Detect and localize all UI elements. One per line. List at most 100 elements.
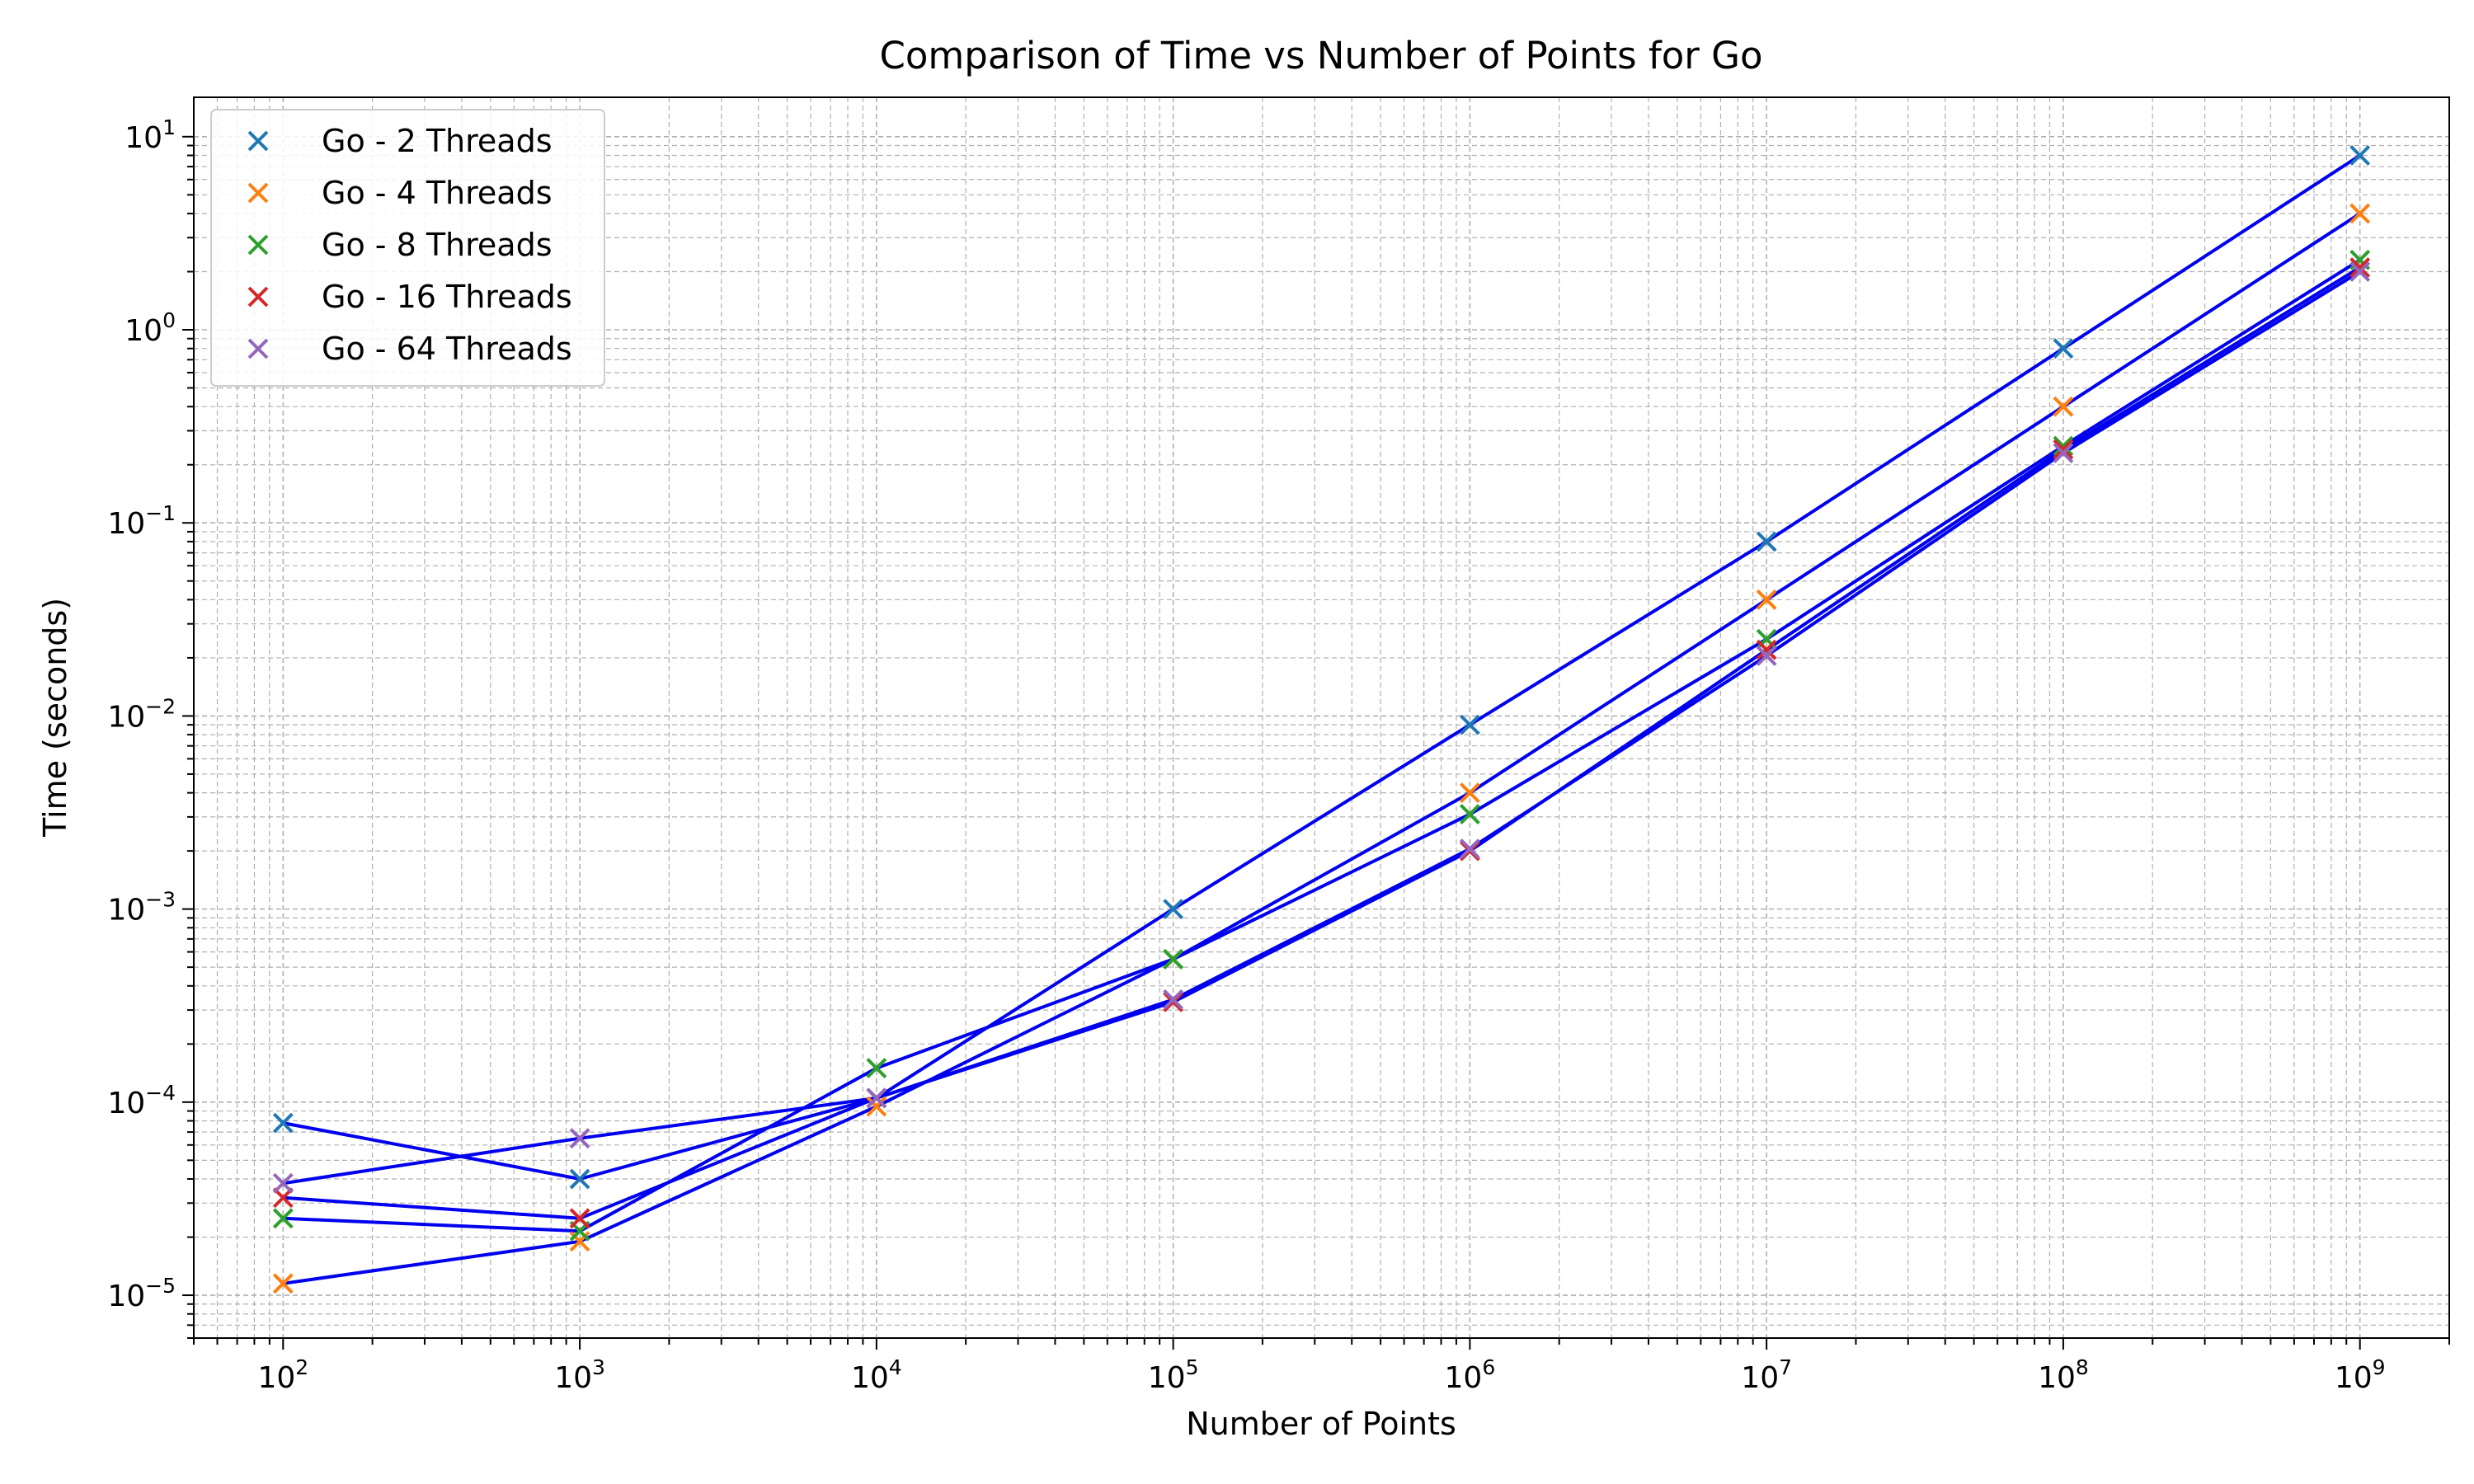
marker-stroke [569,1208,590,1229]
data-point [569,1208,590,1229]
data-point [1163,991,1184,1012]
data-point [1459,714,1480,735]
legend-marker [247,286,269,308]
y-tick-label: 100 [125,308,176,348]
y-tick-label: 10−1 [107,501,176,541]
y-axis-title: Time (seconds) [37,598,73,838]
data-point [272,1273,294,1294]
data-point [569,1168,590,1190]
data-point [866,1087,887,1109]
marker-stroke [247,286,269,308]
marker-stroke [1163,991,1184,1012]
chart-title: Comparison of Time vs Number of Points f… [879,34,1762,77]
marker-stroke [1163,989,1184,1010]
data-point [866,1058,887,1079]
marker-stroke [2053,443,2074,463]
series-markers [272,145,2371,1294]
marker-stroke [866,1058,887,1079]
y-tick-label: 10−3 [107,888,176,928]
data-point [2349,145,2371,166]
legend: Go - 2 Threads Go - 4 Threads Go - 8 Threa… [210,109,605,387]
data-point [2349,203,2371,224]
data-point [272,1112,294,1134]
marker-stroke [272,1208,294,1229]
x-tick-label: 108 [2038,1355,2089,1395]
marker-stroke [1756,589,1777,610]
x-tick-label: 109 [2335,1355,2386,1395]
marker-stroke [272,1172,294,1194]
data-point [1163,899,1184,920]
plot-frame [193,96,2450,1339]
data-point [1459,804,1480,824]
data-point [866,1096,887,1117]
x-tick-label: 107 [1741,1355,1792,1395]
series-line [283,212,2361,1285]
data-point [2053,439,2074,460]
marker-stroke [1163,949,1184,970]
data-point [1459,782,1480,804]
data-point [1163,949,1184,970]
legend-marker [247,182,269,204]
x-tick-label: 105 [1148,1355,1199,1395]
legend-label: Go - 64 Threads [322,331,572,367]
y-tick-label: 10−4 [107,1081,176,1120]
x-tick-label: 106 [1445,1355,1496,1395]
legend-label: Go - 8 Threads [322,227,553,263]
y-axis: 10−5 10−4 10−3 10−2 10−1 100 101 [107,115,194,1339]
y-tick-label: 101 [125,115,176,155]
series-lines [282,153,2361,1285]
data-point [2053,443,2074,463]
legend-marker [247,338,269,359]
y-tick-label: 10−2 [107,694,176,734]
marker-stroke [272,1112,294,1134]
marker-stroke [1756,531,1777,552]
marker-stroke [1459,804,1480,824]
x-tick-label: 103 [554,1355,605,1395]
marker-stroke [1459,714,1480,735]
marker-stroke [1756,639,1777,660]
marker-stroke [2053,439,2074,460]
data-point [1756,639,1777,660]
x-tick-label: 102 [257,1355,308,1395]
marker-stroke [1163,899,1184,920]
marker-stroke [866,1096,887,1117]
data-point [2053,435,2074,457]
data-point [1163,989,1184,1010]
marker-stroke [2349,203,2371,224]
marker-stroke [2349,257,2371,278]
marker-stroke [247,130,269,152]
marker-stroke [247,338,269,359]
data-point [1756,645,1777,666]
marker-stroke [2349,145,2371,166]
data-point [2349,261,2371,282]
marker-stroke [272,1273,294,1294]
legend-marker [247,130,269,152]
data-point [1459,838,1480,860]
legend-label: Go - 2 Threads [322,123,553,159]
series-line [283,258,2361,1233]
x-tick-label: 104 [851,1355,902,1395]
data-point [1756,531,1777,552]
marker-stroke [1459,782,1480,804]
series-line [282,270,2361,1186]
marker-stroke [247,234,269,256]
marker-stroke [2053,338,2074,359]
marker-stroke [2349,261,2371,282]
x-axis-title: Number of Points [1186,1406,1456,1442]
series-line [283,265,2361,1220]
marker-stroke [1756,645,1777,666]
y-tick-label: 10−5 [107,1274,176,1313]
marker-stroke [2053,396,2074,417]
marker-stroke [1459,838,1480,860]
data-point [2053,396,2074,417]
data-point [2349,257,2371,278]
marker-stroke [247,182,269,204]
marker-stroke [866,1087,887,1109]
marker-stroke [2053,435,2074,457]
data-point [272,1208,294,1229]
x-axis: 102 103 104 105 106 107 108 109 [193,1338,2450,1395]
legend-marker [247,234,269,256]
legend-label: Go - 4 Threads [322,175,553,211]
legend-label: Go - 16 Threads [322,279,572,315]
